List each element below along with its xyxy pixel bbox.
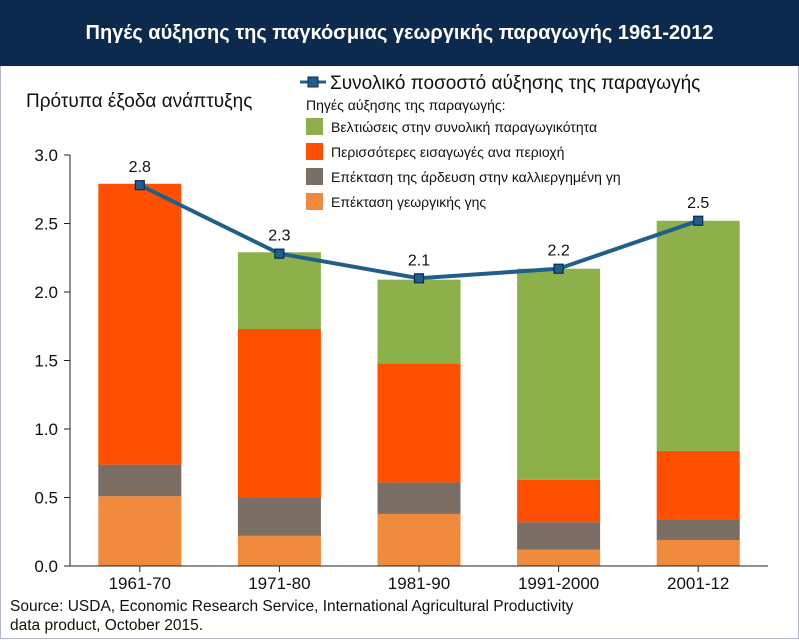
y-tick-label: 2.0 [34, 283, 58, 302]
bar-segment [517, 268, 601, 480]
legend: Συνολικό ποσοστό αύξησης της παραγωγής Π… [297, 73, 700, 216]
legend-line-marker [307, 76, 319, 88]
total-line-marker [134, 180, 145, 191]
total-line-marker [693, 215, 704, 226]
bar-segment [237, 328, 321, 498]
bar-segment [377, 363, 461, 483]
bar-segment [237, 497, 321, 536]
total-line-data-label: 2.8 [129, 159, 151, 176]
y-tick-label: 0.0 [34, 557, 58, 576]
axes-layer: 0.0 0.5 1.0 1.5 2.0 2.5 3.0 1961-70 1971-80 1981-… [34, 146, 768, 593]
total-line-data-label: 2.1 [408, 252, 430, 269]
total-line-marker [413, 273, 425, 284]
bar-segment [517, 522, 601, 550]
total-line-marker [553, 263, 564, 274]
bar-segment [517, 479, 601, 523]
x-tick-label: 1981-90 [388, 574, 450, 593]
bar-segment [656, 220, 740, 451]
chart-subtitle: Πρότυπα έξοδα ανάπτυξης [26, 91, 252, 112]
x-tick-label: 1971-80 [248, 574, 310, 593]
bar-segment [98, 183, 182, 465]
legend-swatch [306, 193, 323, 210]
legend-line-label: Συνολικό ποσοστό αύξησης της παραγωγής [330, 73, 700, 94]
bar-segment [377, 482, 461, 514]
legend-label: Επέκταση της άρδευση στην καλλιεργημένη … [331, 169, 621, 185]
bar-segment [98, 496, 182, 566]
bar-segment [656, 450, 740, 520]
legend-label: Βελτιώσεις στην συνολική παραγωγικότητα [331, 119, 597, 135]
source-line-2: data product, October 2015. [10, 617, 203, 634]
bars-layer [98, 183, 740, 566]
x-tick-label: 1991-2000 [518, 574, 599, 593]
bar-segment [98, 464, 182, 497]
source-line-1: Source: USDA, Economic Research Service,… [10, 598, 574, 615]
legend-swatch [306, 168, 323, 185]
bar-segment [237, 252, 321, 329]
x-tick-label: 1961-70 [109, 574, 171, 593]
chart-title: Πηγές αύξησης της παγκόσμιας γεωργικής π… [85, 22, 714, 44]
total-line-data-label: 2.3 [268, 228, 290, 245]
y-tick-label: 3.0 [34, 146, 58, 165]
x-tick-label: 2001-12 [667, 574, 729, 593]
y-tick-label: 1.0 [34, 420, 58, 439]
bar-segment [656, 539, 740, 566]
bar-segment [656, 519, 740, 540]
y-tick-label: 2.5 [34, 215, 58, 234]
legend-swatch [306, 143, 323, 160]
total-line-layer: 2.8 2.3 2.1 2.2 2.5 [129, 159, 709, 284]
total-line-marker [274, 248, 285, 259]
y-tick-label: 1.5 [34, 352, 58, 371]
bar-segment [377, 513, 461, 566]
total-line-data-label: 2.2 [547, 243, 569, 260]
legend-label: Περισσότερες εισαγωγές ανα περιοχή [331, 144, 564, 160]
header-bar: Πηγές αύξησης της παγκόσμιας γεωργικής π… [0, 0, 799, 66]
legend-background [297, 104, 677, 216]
bar-segment [517, 549, 601, 566]
y-tick-label: 0.5 [34, 489, 58, 508]
total-line-data-label: 2.5 [687, 195, 709, 212]
legend-label: Επέκταση γεωργικής γης [331, 194, 486, 210]
bar-segment [377, 279, 461, 364]
bar-segment [237, 535, 321, 566]
legend-heading: Πηγές αύξησης της παραγωγής: [306, 97, 506, 113]
legend-swatch [306, 118, 323, 135]
